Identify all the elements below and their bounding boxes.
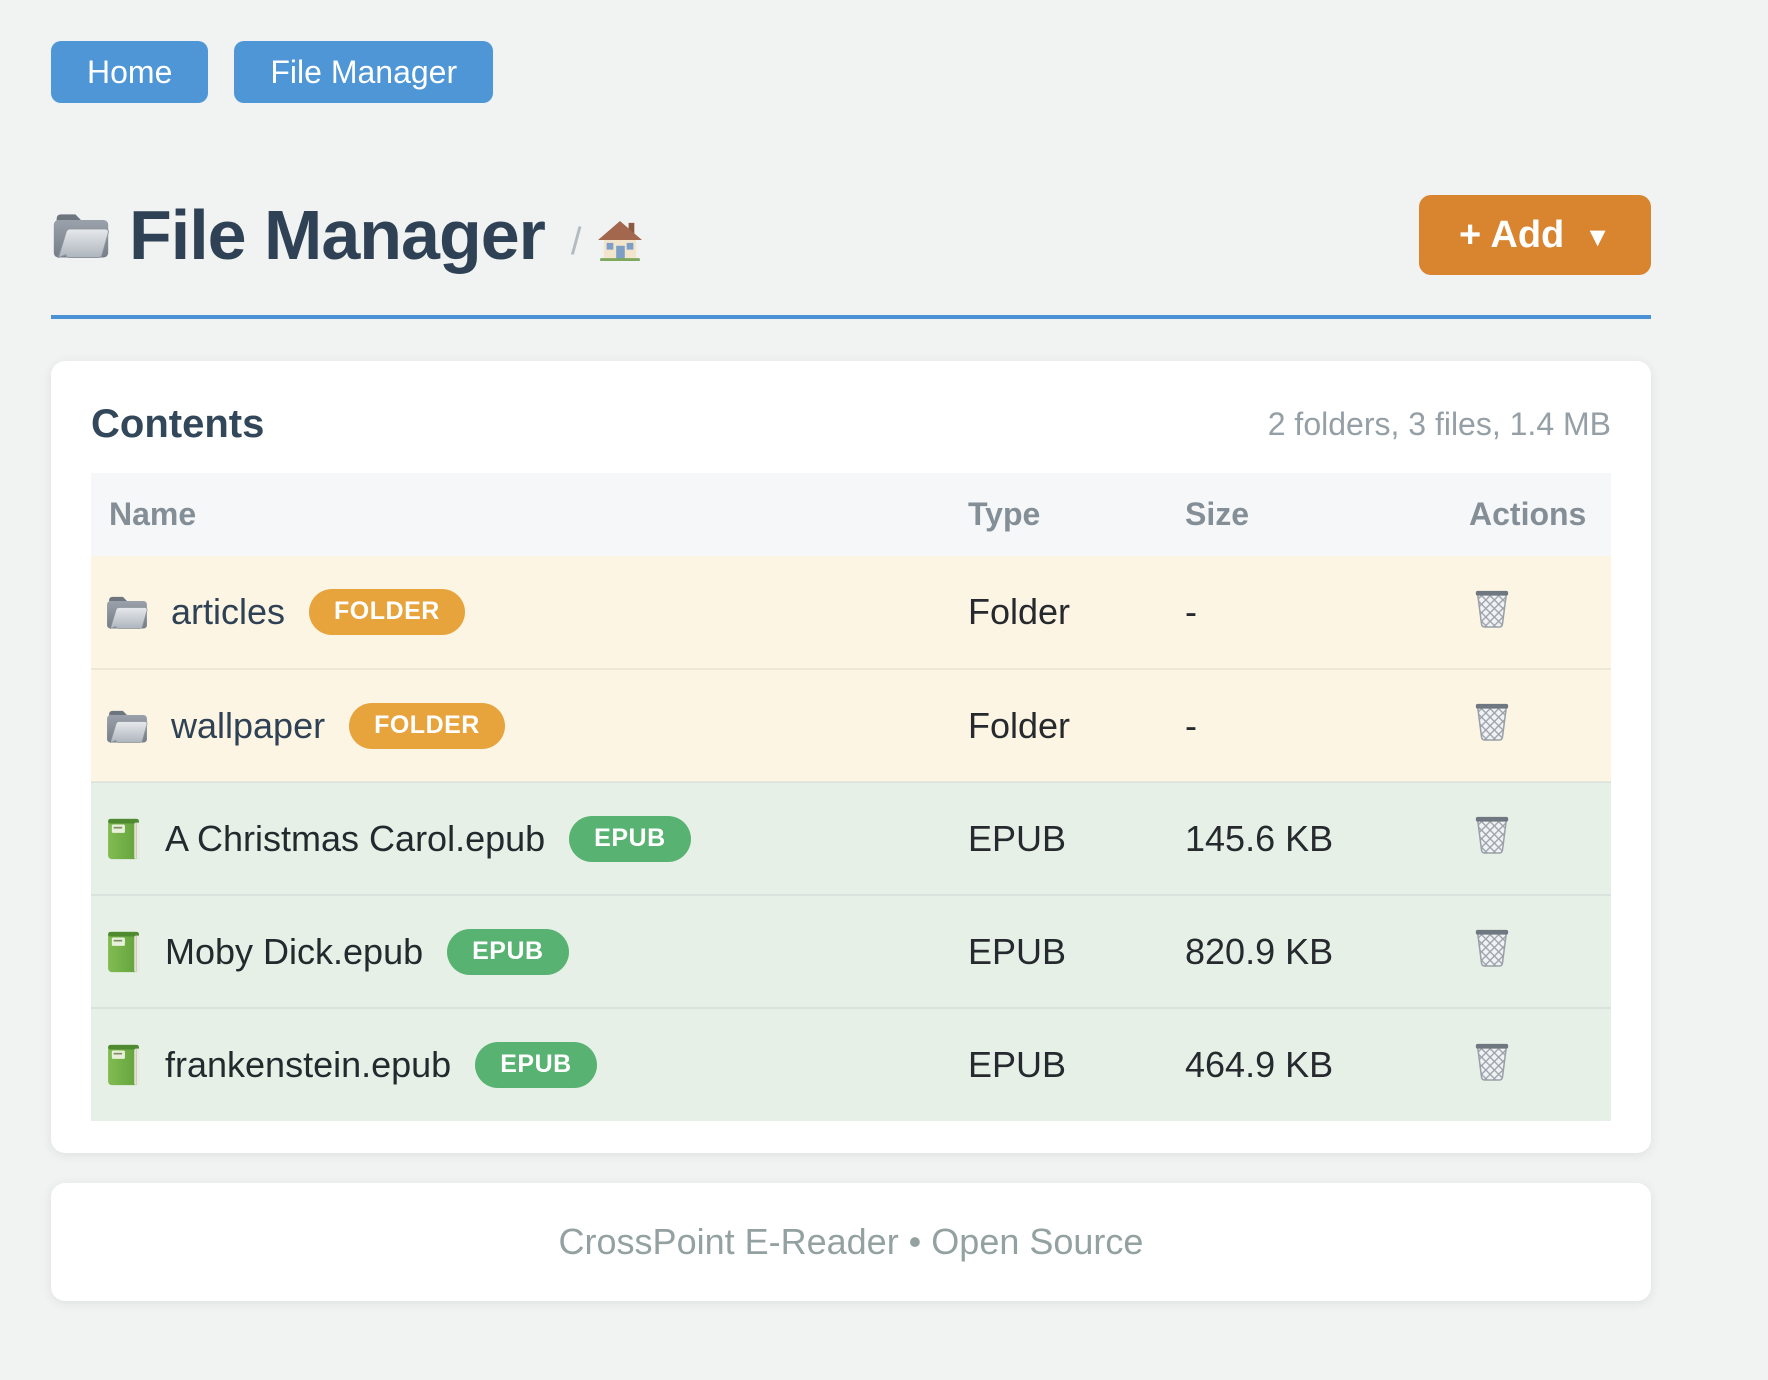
contents-card: Contents 2 folders, 3 files, 1.4 MB Name… xyxy=(51,361,1651,1153)
folder-icon xyxy=(106,596,148,629)
contents-summary: 2 folders, 3 files, 1.4 MB xyxy=(1267,405,1611,442)
footer: CrossPoint E-Reader • Open Source xyxy=(51,1183,1651,1301)
house-icon[interactable] xyxy=(597,220,643,262)
table-row: Moby Dick.epub EPUB EPUB 820.9 KB xyxy=(91,894,1611,1008)
folder-badge: FOLDER xyxy=(349,702,505,749)
add-button[interactable]: + Add ▼ xyxy=(1419,195,1651,275)
column-header-name: Name xyxy=(91,473,968,556)
trash-icon xyxy=(1475,589,1509,628)
delete-button[interactable] xyxy=(1473,1040,1511,1082)
name-cell: Moby Dick.epub EPUB xyxy=(91,928,968,975)
file-name: Moby Dick.epub xyxy=(165,930,424,972)
green-book-icon xyxy=(108,931,140,972)
trash-icon xyxy=(1475,703,1509,741)
size-cell: 464.9 KB xyxy=(1185,1007,1469,1121)
column-header-size: Size xyxy=(1185,473,1469,556)
table-row: A Christmas Carol.epub EPUB EPUB 145.6 K… xyxy=(91,781,1611,895)
column-header-actions: Actions xyxy=(1469,473,1611,556)
folder-icon xyxy=(53,213,109,258)
page: Home File Manager File Manager / + Add ▼… xyxy=(51,0,1651,1301)
folder-name[interactable]: articles xyxy=(171,591,286,632)
nav-file-manager-button[interactable]: File Manager xyxy=(234,41,494,103)
title-divider xyxy=(51,315,1651,319)
nav-home-button[interactable]: Home xyxy=(51,41,209,103)
file-name: A Christmas Carol.epub xyxy=(165,817,546,859)
file-name: frankenstein.epub xyxy=(165,1044,452,1085)
file-table: Name Type Size Actions articles FOLDER F… xyxy=(91,473,1611,1121)
trash-icon xyxy=(1475,929,1509,967)
epub-badge: EPUB xyxy=(447,928,569,975)
breadcrumb-separator: / xyxy=(570,220,582,263)
folder-badge: FOLDER xyxy=(309,589,465,635)
table-row: frankenstein.epub EPUB EPUB 464.9 KB xyxy=(91,1007,1611,1121)
trash-icon xyxy=(1475,1042,1509,1081)
top-nav: Home File Manager xyxy=(51,0,1651,103)
name-cell[interactable]: articles FOLDER xyxy=(91,589,968,635)
column-header-type: Type xyxy=(968,473,1185,556)
name-cell: frankenstein.epub EPUB xyxy=(91,1042,968,1088)
add-button-label: + Add xyxy=(1459,213,1565,256)
epub-badge: EPUB xyxy=(475,1042,597,1088)
table-row: wallpaper FOLDER Folder - xyxy=(91,668,1611,782)
name-cell[interactable]: wallpaper FOLDER xyxy=(91,702,968,749)
delete-button[interactable] xyxy=(1473,587,1511,629)
name-cell: A Christmas Carol.epub EPUB xyxy=(91,815,968,862)
delete-button[interactable] xyxy=(1473,700,1511,742)
contents-heading: Contents xyxy=(91,401,265,446)
size-cell: 145.6 KB xyxy=(1185,781,1469,895)
type-cell: EPUB xyxy=(968,781,1185,895)
size-cell: 820.9 KB xyxy=(1185,894,1469,1008)
size-cell: - xyxy=(1185,556,1469,669)
folder-name[interactable]: wallpaper xyxy=(171,704,326,746)
type-cell: EPUB xyxy=(968,1007,1185,1121)
trash-icon xyxy=(1475,816,1509,854)
green-book-icon xyxy=(108,1044,140,1086)
page-header: File Manager / + Add ▼ xyxy=(51,195,1651,275)
table-header-row: Name Type Size Actions xyxy=(91,473,1611,556)
type-cell: Folder xyxy=(968,668,1185,782)
footer-text: CrossPoint E-Reader • Open Source xyxy=(558,1221,1144,1262)
type-cell: Folder xyxy=(968,556,1185,669)
contents-card-header: Contents 2 folders, 3 files, 1.4 MB xyxy=(91,401,1611,447)
caret-down-icon: ▼ xyxy=(1584,221,1611,252)
size-cell: - xyxy=(1185,668,1469,782)
green-book-icon xyxy=(108,818,140,859)
table-row: articles FOLDER Folder - xyxy=(91,556,1611,669)
epub-badge: EPUB xyxy=(569,815,691,862)
delete-button[interactable] xyxy=(1473,926,1511,968)
title-group: File Manager / xyxy=(51,200,643,270)
folder-icon xyxy=(106,710,148,743)
page-title: File Manager xyxy=(129,196,546,274)
delete-button[interactable] xyxy=(1473,813,1511,855)
type-cell: EPUB xyxy=(968,894,1185,1008)
